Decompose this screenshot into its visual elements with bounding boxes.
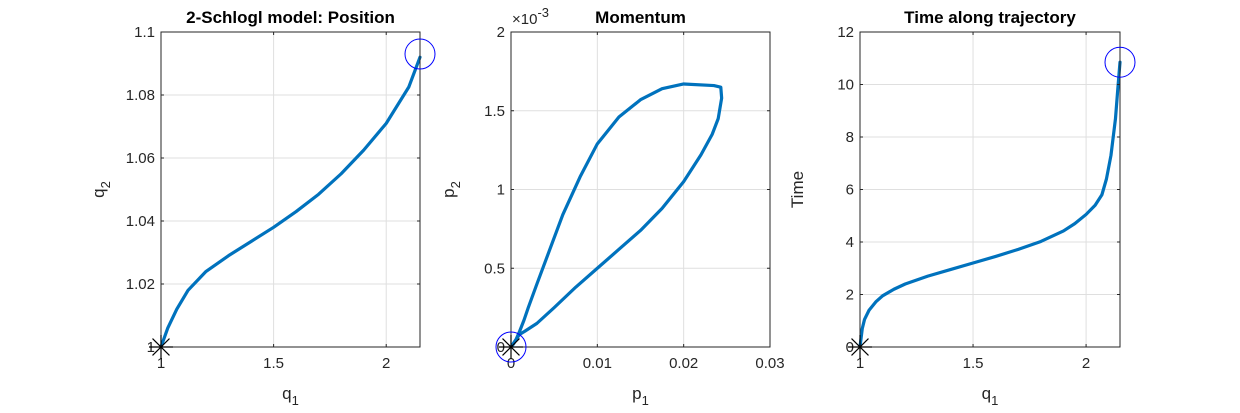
x-axis-label-main: q xyxy=(982,384,991,403)
y-tick-label: 4 xyxy=(846,234,854,251)
x-axis-label-subscript: 1 xyxy=(292,393,299,408)
x-tick-label: 1.5 xyxy=(263,355,284,372)
x-axis-label-subscript: 1 xyxy=(991,393,998,408)
y-exponent-base: ×10 xyxy=(512,11,537,28)
y-tick-label: 12 xyxy=(837,24,854,41)
end-point-marker xyxy=(495,331,527,363)
series-line xyxy=(858,60,1122,349)
x-tick-label: 1.5 xyxy=(963,355,984,372)
chart-panel-1: 1 1.5 2 1 1.02 1.04 1.06 1.08 1.1 2-Schlogl model… xyxy=(89,8,436,408)
x-tick-label: 0 xyxy=(507,355,515,372)
chart-title: Time along trajectory xyxy=(904,8,1076,27)
axes-box xyxy=(160,31,421,348)
x-axis-label: q1 xyxy=(982,384,999,408)
start-point-marker xyxy=(499,335,523,359)
start-point-marker xyxy=(848,335,872,359)
y-tick-label: 2 xyxy=(497,24,505,41)
x-tick-label: 2 xyxy=(382,355,390,372)
y-axis-label: p2 xyxy=(439,181,463,198)
x-tick-label: 2 xyxy=(1082,355,1090,372)
y-tick-label: 6 xyxy=(846,182,854,199)
y-tick-label: 1.04 xyxy=(126,213,155,230)
chart-title: Momentum xyxy=(595,8,686,27)
y-exponent-label: ×10-3 xyxy=(512,5,549,28)
series-line xyxy=(509,82,724,349)
chart-title: 2-Schlogl model: Position xyxy=(186,8,395,27)
y-tick-label: 1.02 xyxy=(126,276,155,293)
x-tick-label: 1 xyxy=(856,355,864,372)
y-axis-label-main: q xyxy=(89,188,108,197)
y-tick-label: 1.06 xyxy=(126,150,155,167)
start-point-marker xyxy=(149,335,173,359)
y-tick-label: 8 xyxy=(846,129,854,146)
y-axis-label: Time xyxy=(788,171,807,208)
x-axis-label: q1 xyxy=(282,384,299,408)
y-tick-label: 1.5 xyxy=(484,103,505,120)
y-axis-label-main: p xyxy=(439,188,458,197)
x-axis-label-main: q xyxy=(282,384,291,403)
x-tick-label: 0.02 xyxy=(669,355,698,372)
y-tick-label: 2 xyxy=(846,287,854,304)
x-axis-label: p1 xyxy=(632,384,649,408)
y-tick-label: 0.5 xyxy=(484,260,505,277)
end-point-marker xyxy=(1104,46,1136,78)
y-tick-label: 1 xyxy=(497,182,505,199)
y-axis-label-subscript: 2 xyxy=(448,181,463,188)
series-line xyxy=(159,55,422,349)
y-axis-label: q2 xyxy=(89,181,113,198)
x-axis-label-main: p xyxy=(632,384,641,403)
x-tick-label: 0.03 xyxy=(755,355,784,372)
x-tick-label: 0.01 xyxy=(583,355,612,372)
y-tick-label: 1.08 xyxy=(126,87,155,104)
y-axis-label-subscript: 2 xyxy=(98,181,113,188)
plot-area xyxy=(161,32,420,347)
chart-panel-3: 11.52024681012Time along trajectoryq1Tim… xyxy=(788,8,1136,408)
end-point-marker xyxy=(404,38,436,70)
y-exponent-power: -3 xyxy=(537,5,549,20)
x-tick-label: 1 xyxy=(157,355,165,372)
y-tick-label: 10 xyxy=(837,77,854,94)
y-axis-label-main: Time xyxy=(788,171,807,208)
x-axis-label-subscript: 1 xyxy=(642,393,649,408)
y-tick-label: 1.1 xyxy=(134,24,155,41)
